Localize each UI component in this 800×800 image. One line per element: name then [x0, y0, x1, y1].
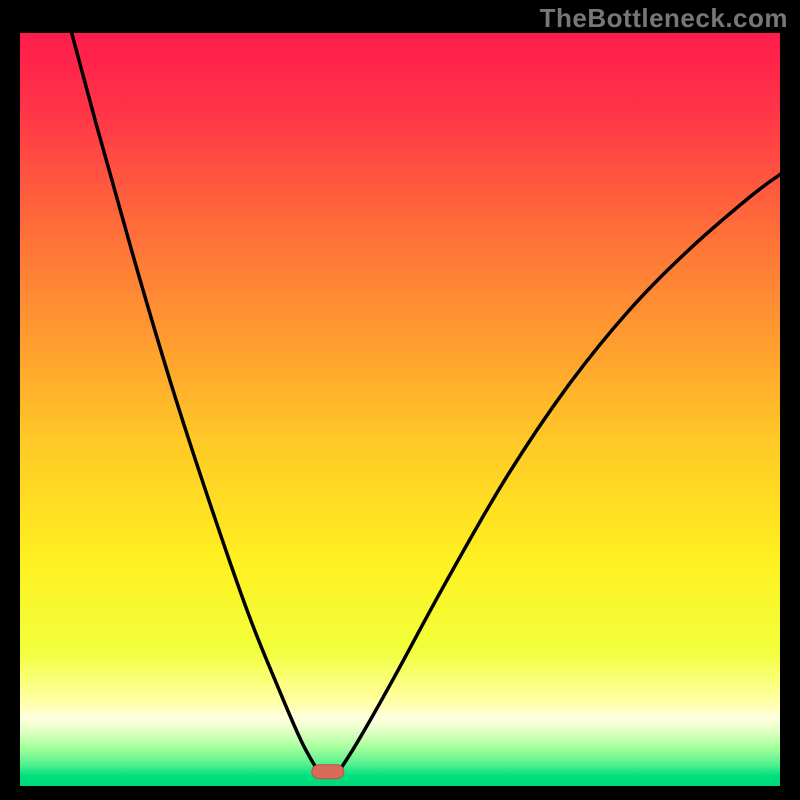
- watermark-text: TheBottleneck.com: [540, 3, 788, 34]
- bottleneck-chart: TheBottleneck.com: [0, 0, 800, 800]
- optimal-point-marker: [312, 765, 344, 779]
- chart-gradient-background: [20, 33, 780, 786]
- chart-svg: [0, 0, 800, 800]
